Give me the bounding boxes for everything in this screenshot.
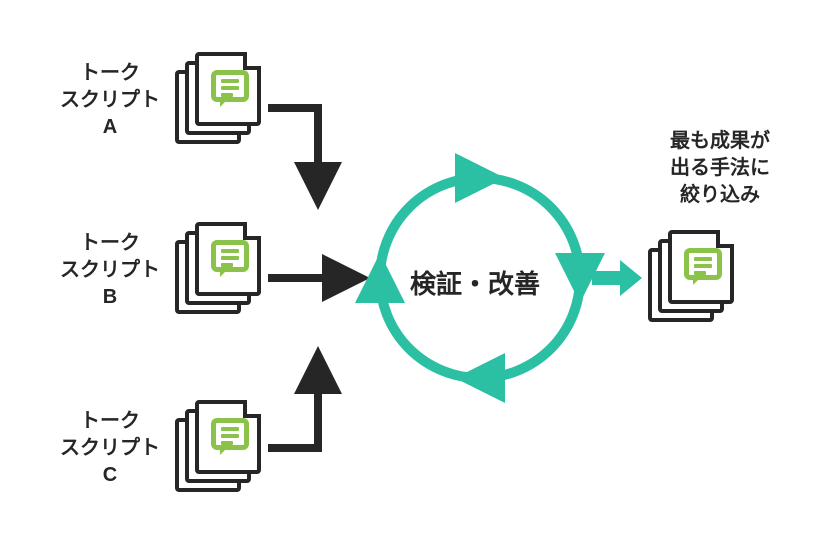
text-line: 出る手法に [670, 157, 770, 179]
text-line: 最も成果が [670, 130, 770, 152]
text-line: スクリプト [60, 437, 160, 459]
output-label: 最も成果が 出る手法に 絞り込み [640, 128, 800, 209]
text-line: スクリプト [60, 89, 160, 111]
cycle-label: 検証・改善 [410, 264, 540, 301]
script-b-icon [175, 222, 261, 314]
text-line: トーク [80, 232, 140, 254]
text-line: トーク [80, 62, 140, 84]
text-line: トーク [80, 410, 140, 432]
script-c-icon [175, 400, 261, 492]
script-a-icon [175, 52, 261, 144]
output-arrow [592, 260, 642, 296]
text-line: A [103, 116, 117, 138]
script-a-label: トーク スクリプト A [50, 60, 170, 141]
diagram-canvas: トーク スクリプト A トーク スクリプト B トーク スクリプト C [0, 0, 840, 560]
chat-icon [211, 418, 249, 450]
script-c-label: トーク スクリプト C [50, 408, 170, 489]
text-line: B [103, 286, 117, 308]
chat-icon [684, 248, 722, 280]
output-icon [648, 230, 734, 322]
text-line: スクリプト [60, 259, 160, 281]
text-line: 絞り込み [680, 184, 760, 206]
chat-icon [211, 70, 249, 102]
chat-icon [211, 240, 249, 272]
script-b-label: トーク スクリプト B [50, 230, 170, 311]
text-line: 検証・改善 [410, 269, 540, 299]
text-line: C [103, 464, 117, 486]
